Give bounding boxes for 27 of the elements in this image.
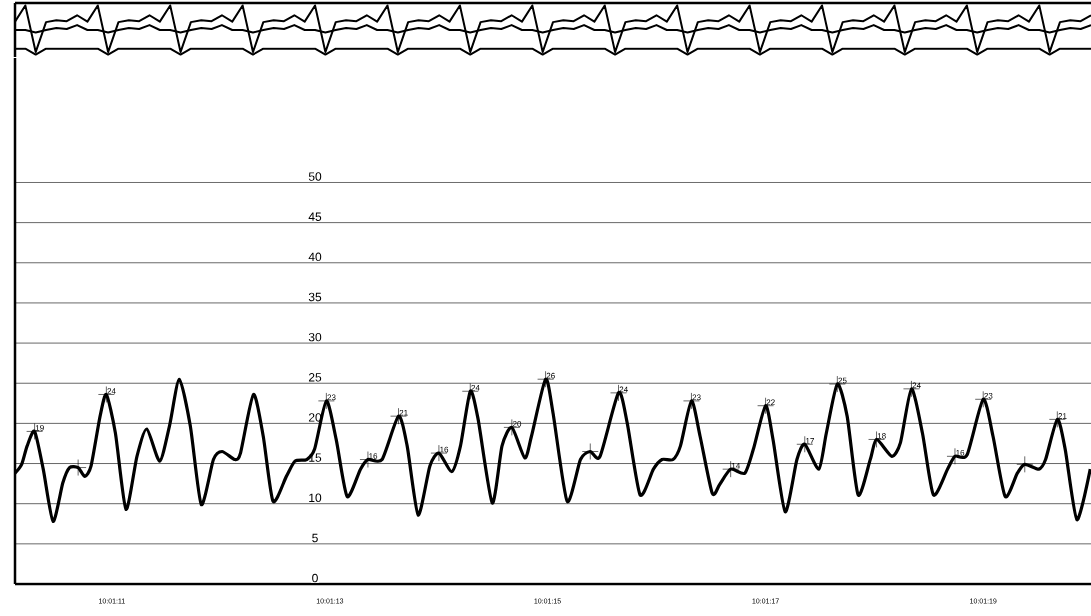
y-tick-label: 30 xyxy=(308,332,322,342)
data-label: 17 xyxy=(806,438,814,444)
data-label: 22 xyxy=(766,399,775,406)
y-tick-label: 50 xyxy=(308,172,322,181)
data-label: 16 xyxy=(369,453,378,459)
y-tick-label: 35 xyxy=(308,292,322,302)
data-label: 23 xyxy=(327,394,336,401)
y-tick-label: 25 xyxy=(308,373,322,382)
y-tick-label: 40 xyxy=(308,252,322,262)
data-label: 21 xyxy=(399,409,408,416)
data-label: 26 xyxy=(546,372,555,379)
data-label: 24 xyxy=(619,386,628,393)
data-label: 16 xyxy=(440,446,449,453)
y-tick-label: 0 xyxy=(312,573,318,583)
y-tick-label: 10 xyxy=(309,493,322,502)
data-label: 25 xyxy=(838,377,847,384)
data-label: 19 xyxy=(35,425,44,431)
data-label: 20 xyxy=(512,421,522,427)
y-tick-label: 45 xyxy=(308,212,322,221)
data-label: 24 xyxy=(471,384,480,391)
data-label: 23 xyxy=(984,392,993,399)
data-label: 21 xyxy=(1058,413,1067,419)
data-label: 18 xyxy=(877,433,886,439)
data-label: 24 xyxy=(912,382,921,389)
data-label: 24 xyxy=(107,388,116,394)
data-label: 23 xyxy=(692,394,701,401)
y-tick-label: 5 xyxy=(312,533,318,543)
